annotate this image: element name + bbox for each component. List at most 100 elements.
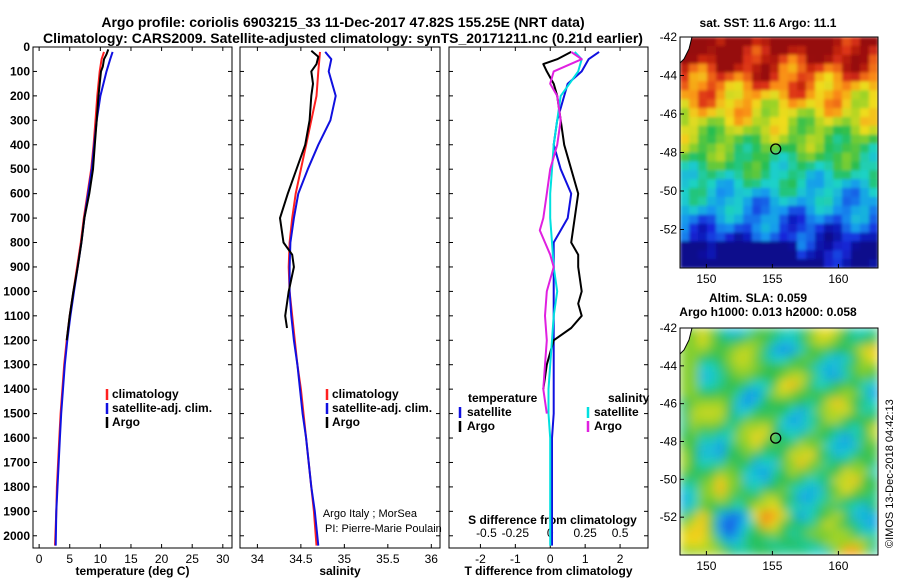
header-line2: Climatology: CARS2009. Satellite-adjuste… <box>43 30 643 46</box>
grid-cell <box>860 415 870 425</box>
legend-label: satellite <box>594 405 639 419</box>
grid-cell <box>698 354 708 364</box>
grid-cell <box>860 520 870 530</box>
grid-cell <box>815 63 825 74</box>
grid-cell <box>815 161 825 171</box>
grid-cell <box>833 546 843 555</box>
grid-cell <box>824 143 834 154</box>
x-tick-label: -2 <box>475 552 486 566</box>
grid-cell <box>707 125 717 136</box>
plot-frame <box>32 46 233 549</box>
grid-cell <box>869 250 878 260</box>
grid-cell <box>797 380 807 390</box>
grid-cell <box>770 528 780 539</box>
grid-cell <box>680 259 690 268</box>
grid-cell <box>815 485 825 495</box>
grid-cell <box>716 90 726 100</box>
grid-cell <box>734 63 744 74</box>
grid-cell <box>815 170 825 180</box>
grid-cell <box>815 354 825 364</box>
grid-cell <box>833 196 843 207</box>
grid-cell <box>815 528 825 539</box>
grid-cell <box>680 424 690 434</box>
grid-cell <box>806 485 816 495</box>
grid-cell <box>779 90 789 100</box>
grid-cell <box>689 432 699 443</box>
grid-cell <box>743 511 753 521</box>
grid-cell <box>698 328 708 338</box>
grid-cell <box>806 54 816 65</box>
grid-cell <box>743 345 753 355</box>
grid-cell <box>752 371 762 381</box>
grid-cell <box>698 81 708 91</box>
grid-cell <box>707 143 717 154</box>
grid-cell <box>833 214 843 225</box>
grid-cell <box>842 397 852 408</box>
grid-cell <box>761 259 771 268</box>
grid-cell <box>860 196 870 207</box>
grid-cell <box>725 72 735 82</box>
grid-cell <box>860 143 870 154</box>
depth-tick-label: 1900 <box>3 504 30 518</box>
grid-cell <box>806 397 816 408</box>
grid-cell <box>824 134 834 145</box>
top-tick-label: 0.25 <box>573 526 597 540</box>
grid-cell <box>734 485 744 495</box>
depth-tick-label: 1100 <box>4 309 30 323</box>
grid-cell <box>689 72 699 82</box>
grid-cell <box>770 511 780 521</box>
grid-cell <box>716 476 726 486</box>
grid-cell <box>707 467 717 477</box>
grid-cell <box>680 63 690 74</box>
grid-cell <box>689 371 699 381</box>
grid-cell <box>869 502 878 512</box>
grid-cell <box>851 450 861 460</box>
grid-cell <box>842 37 852 47</box>
grid-cell <box>788 81 798 91</box>
grid-cell <box>788 259 798 268</box>
grid-cell <box>725 528 735 539</box>
grid-cell <box>698 459 708 469</box>
grid-cell <box>716 179 726 189</box>
grid-cell <box>680 108 690 118</box>
grid-cell <box>815 99 825 109</box>
grid-cell <box>851 336 861 346</box>
grid-cell <box>824 81 834 91</box>
grid-cell <box>815 511 825 521</box>
grid-cell <box>752 170 762 180</box>
grid-cell <box>725 467 735 477</box>
grid-cell <box>761 450 771 460</box>
x-axis-label: temperature (deg C) <box>75 564 189 578</box>
grid-cell <box>734 476 744 486</box>
grid-cell <box>869 441 878 451</box>
grid-cell <box>770 441 780 451</box>
grid-cell <box>698 241 708 251</box>
grid-cell <box>725 223 735 234</box>
grid-cell <box>707 424 717 434</box>
grid-cell <box>842 476 852 486</box>
grid-cell <box>743 223 753 234</box>
grid-cell <box>842 336 852 346</box>
grid-cell <box>806 37 816 47</box>
grid-cell <box>788 37 798 47</box>
x-tick-label: 35.5 <box>376 552 400 566</box>
lon-tick-label: 155 <box>762 559 782 573</box>
grid-cell <box>743 205 753 216</box>
grid-cell <box>752 467 762 477</box>
grid-cell <box>743 485 753 495</box>
grid-cell <box>743 81 753 91</box>
grid-cell <box>788 389 798 399</box>
legend-title: temperature <box>468 391 538 405</box>
grid-cell <box>833 345 843 355</box>
grid-cell <box>851 371 861 381</box>
grid-cell <box>761 328 771 338</box>
grid-cell <box>707 90 717 100</box>
grid-cell <box>833 63 843 74</box>
lon-tick-label: 160 <box>828 559 848 573</box>
grid-cell <box>698 72 708 82</box>
grid-cell <box>842 345 852 355</box>
grid-cell <box>734 502 744 512</box>
grid-cell <box>833 397 843 408</box>
legend-label: Argo <box>467 419 495 433</box>
grid-cell <box>716 441 726 451</box>
